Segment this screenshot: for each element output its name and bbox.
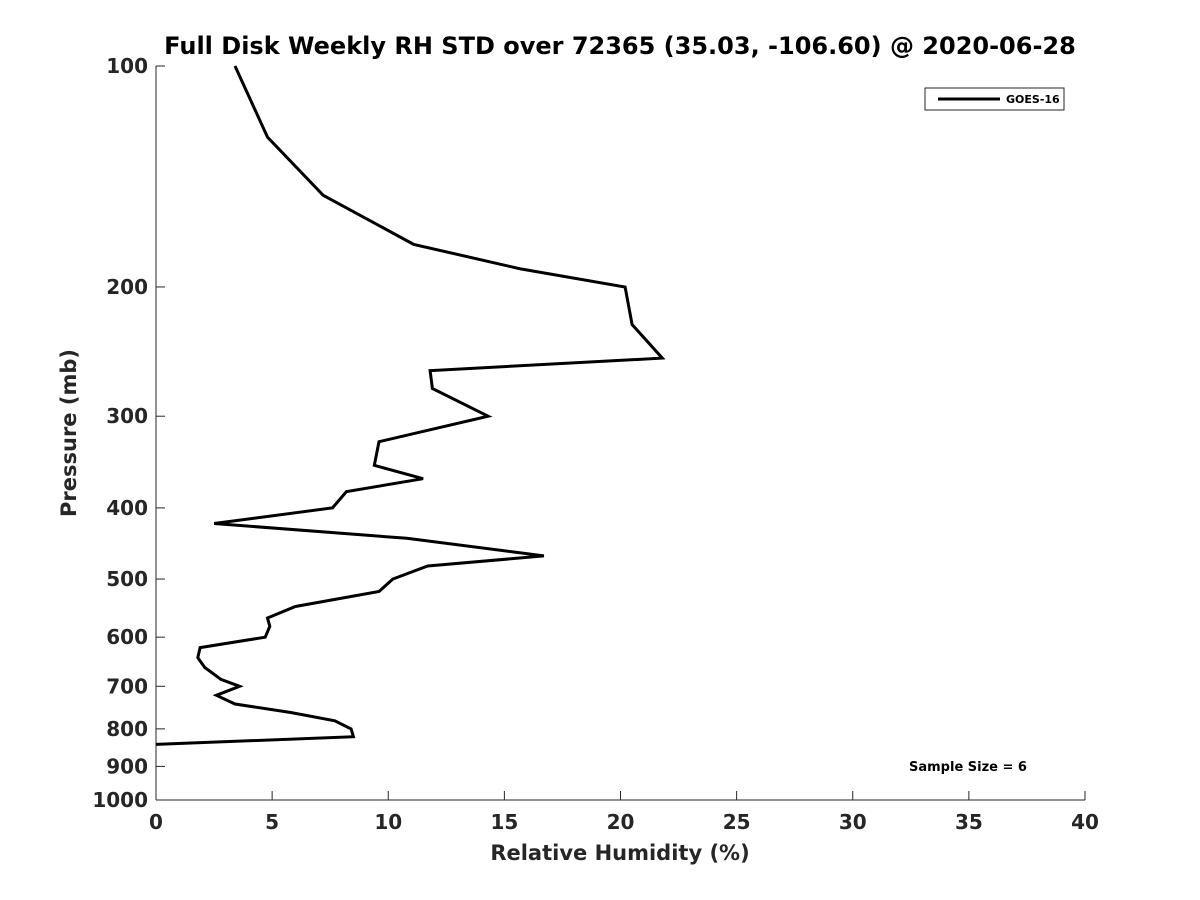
y-tick-label: 700 bbox=[106, 674, 148, 698]
series-layer bbox=[155, 65, 666, 746]
y-tick-label: 600 bbox=[106, 625, 148, 649]
y-tick-label: 200 bbox=[106, 275, 148, 299]
x-tick-label: 5 bbox=[265, 810, 279, 834]
y-tick-label: 400 bbox=[106, 496, 148, 520]
x-tick-label: 30 bbox=[839, 810, 867, 834]
legend: GOES-16 bbox=[924, 87, 1065, 111]
x-tick-label: 35 bbox=[955, 810, 983, 834]
y-axis-label: Pressure (mb) bbox=[57, 349, 81, 517]
series-line-goes-16 bbox=[155, 65, 666, 746]
x-ticks: 0 5 10 15 20 25 30 35 40 bbox=[149, 791, 1099, 834]
x-tick-label: 10 bbox=[374, 810, 402, 834]
y-tick-label: 300 bbox=[106, 404, 148, 428]
legend-label-goes-16: GOES-16 bbox=[1006, 93, 1060, 106]
plot-area: 0 5 10 15 20 25 30 35 40 100 200 300 400 500 600 700 80… bbox=[92, 54, 1099, 834]
x-tick-label: 20 bbox=[607, 810, 635, 834]
y-tick-label: 1000 bbox=[92, 788, 148, 812]
y-tick-label: 900 bbox=[106, 754, 148, 778]
y-tick-label: 100 bbox=[106, 54, 148, 78]
x-tick-label: 25 bbox=[723, 810, 751, 834]
y-ticks: 100 200 300 400 500 600 700 800 900 1000 bbox=[92, 54, 165, 812]
x-tick-label: 0 bbox=[149, 810, 163, 834]
x-tick-label: 40 bbox=[1071, 810, 1099, 834]
x-axis-label: Relative Humidity (%) bbox=[490, 841, 749, 865]
chart-title: Full Disk Weekly RH STD over 72365 (35.0… bbox=[164, 32, 1076, 60]
x-tick-label: 15 bbox=[490, 810, 518, 834]
sample-size-annotation: Sample Size = 6 bbox=[909, 760, 1027, 775]
y-tick-label: 800 bbox=[106, 717, 148, 741]
y-tick-label: 500 bbox=[106, 567, 148, 591]
